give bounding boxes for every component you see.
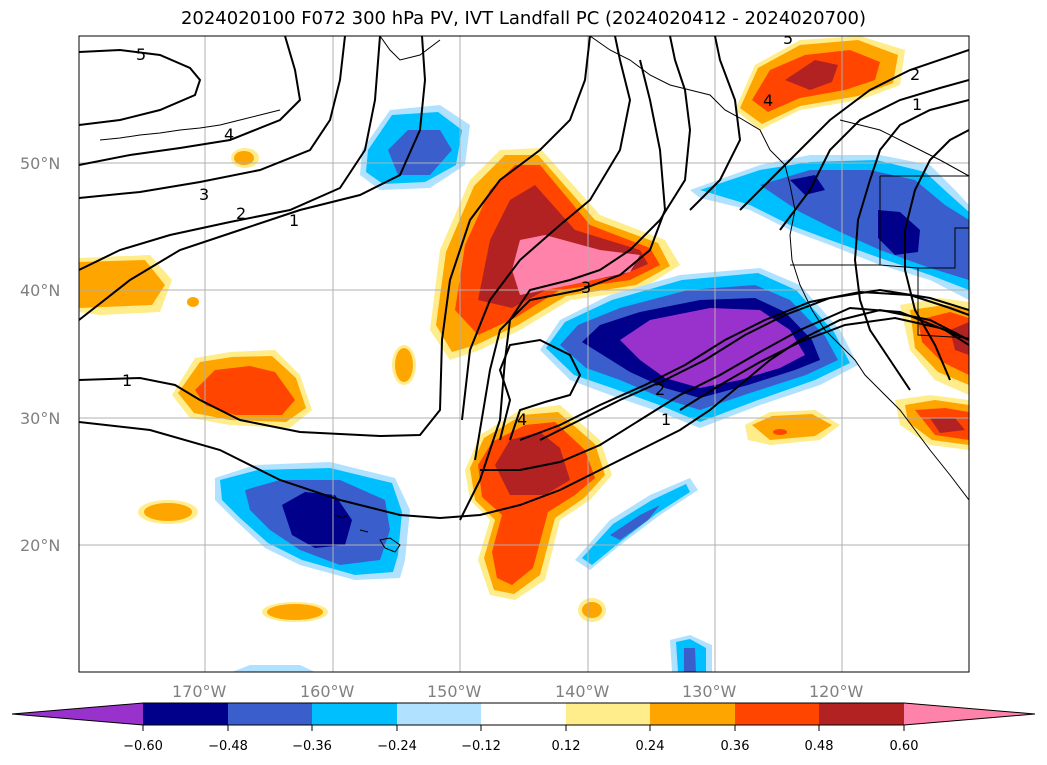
- contour-label-g: 2: [655, 380, 665, 399]
- map-frame: [78, 35, 970, 673]
- colorbar-tick-4: −0.12: [461, 739, 501, 754]
- anomaly-south-small-cold: [232, 635, 712, 672]
- contour-label-f: 1: [122, 371, 132, 390]
- anomaly-southwest-cold: [215, 462, 410, 580]
- contour-label-k: 2: [910, 65, 920, 84]
- contour-label-a: 5: [136, 45, 146, 64]
- lat-label-30n: 30°N: [20, 409, 60, 428]
- lat-label-50n: 50°N: [20, 154, 60, 173]
- lat-label-40n: 40°N: [20, 281, 60, 300]
- colorbar-segment-10: [904, 703, 1035, 725]
- contour-label-n: 1: [912, 95, 922, 114]
- contour-label-j: 1: [661, 410, 671, 429]
- lat-label-20n: 20°N: [20, 536, 60, 555]
- pv-contours: [79, 36, 969, 521]
- colorbar-segment-2: [228, 703, 312, 725]
- lon-label-130w: 130°W: [682, 682, 737, 701]
- colorbar-segment-5: [481, 703, 566, 725]
- colorbar-tick-7: 0.36: [721, 739, 750, 754]
- lon-label-160w: 160°W: [300, 682, 355, 701]
- colorbar-tick-6: 0.24: [636, 739, 665, 754]
- anomaly-dot: [187, 297, 199, 307]
- colorbar-tick-8: 0.48: [805, 739, 834, 754]
- colorbar-segment-9: [819, 703, 904, 725]
- lon-label-120w: 120°W: [809, 682, 864, 701]
- coastlines: [99, 36, 969, 553]
- contour-labels: 5 4 3 2 1 1 2 3 4 1 2 4 5 1: [122, 29, 922, 429]
- lon-label-140w: 140°W: [555, 682, 610, 701]
- colorbar-tick-5: 0.12: [552, 739, 581, 754]
- anomaly-north-blue: [360, 105, 470, 190]
- colorbar-tick-1: −0.48: [208, 739, 248, 754]
- contour-label-l: 4: [763, 91, 773, 110]
- anomaly-northeast-cold: [690, 155, 969, 300]
- contour-label-e: 1: [289, 211, 299, 230]
- colorbar-tick-9: 0.60: [890, 739, 919, 754]
- colorbar-segment-0: [12, 703, 143, 725]
- anomaly-westcentral-warm: [172, 350, 312, 428]
- colorbar-segment-8: [735, 703, 819, 725]
- anomaly-central-warm: [430, 148, 680, 360]
- anomaly-central-cold: [540, 268, 858, 428]
- anomaly-south-warm: [465, 405, 612, 600]
- colorbar-segment-7: [650, 703, 735, 725]
- anomaly-northeast-warm: [735, 36, 905, 130]
- anomaly-small-warm: [745, 410, 840, 445]
- lon-label-150w: 150°W: [427, 682, 482, 701]
- colorbar-tick-0: −0.60: [123, 739, 163, 754]
- contour-label-b: 4: [224, 125, 234, 144]
- contour-label-h: 3: [581, 278, 591, 297]
- colorbar-segment-6: [566, 703, 650, 725]
- shaded-anomalies: 5 4 3 2 1 1 2 3 4 1 2 4 5 1: [79, 29, 969, 672]
- colorbar-segment-4: [397, 703, 481, 725]
- contour-label-c: 3: [199, 185, 209, 204]
- longitude-labels: 170°W 160°W 150°W 140°W 130°W 120°W: [172, 682, 864, 701]
- colorbar-segment-1: [143, 703, 228, 725]
- colorbar-tick-3: −0.24: [377, 739, 417, 754]
- lon-label-170w: 170°W: [172, 682, 227, 701]
- contour-label-d: 2: [236, 204, 246, 223]
- contour-label-m: 5: [783, 29, 793, 48]
- colorbar-segment-3: [312, 703, 397, 725]
- map-title: 2024020100 F072 300 hPa PV, IVT Landfall…: [180, 8, 867, 29]
- latitude-labels: 50°N 40°N 30°N 20°N: [20, 154, 60, 555]
- contour-label-i: 4: [517, 410, 527, 429]
- colorbar-tick-2: −0.36: [292, 739, 332, 754]
- colorbar: −0.60 −0.48 −0.36 −0.24 −0.12 0.12 0.24 …: [11, 702, 1036, 754]
